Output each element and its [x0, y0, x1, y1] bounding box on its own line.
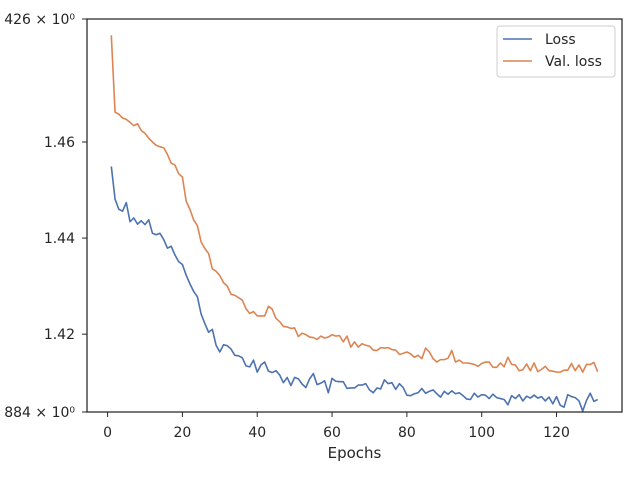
series-line-val-loss: [110, 35, 599, 373]
x-axis-label: Epochs: [328, 444, 382, 462]
y-tick-label: 884 × 10⁰: [4, 405, 75, 421]
x-tick-label: 80: [398, 425, 416, 441]
legend-label-loss: Loss: [545, 32, 576, 48]
plot-frame: [86, 18, 623, 413]
y-tick-label: 426 × 10⁰: [4, 12, 75, 28]
x-tick-label: 100: [468, 425, 495, 441]
x-tick-label: 40: [248, 425, 266, 441]
legend: Loss Val. loss: [496, 25, 616, 78]
y-tick-label: 1.44: [44, 231, 75, 247]
x-axis-ticks: 0 20 40 60 80 100 120: [103, 412, 570, 441]
x-tick-label: 20: [173, 425, 191, 441]
plot-lines: [110, 35, 599, 412]
x-tick-label: 120: [543, 425, 570, 441]
y-tick-label: 1.42: [44, 327, 75, 343]
legend-label-val-loss: Val. loss: [545, 54, 602, 70]
x-tick-label: 0: [103, 425, 112, 441]
x-tick-label: 60: [323, 425, 341, 441]
y-tick-label: 1.46: [44, 135, 75, 151]
y-axis-ticks: 884 × 10⁰ 1.42 1.44 1.46 426 × 10⁰: [4, 12, 87, 421]
series-line-loss: [110, 166, 599, 412]
